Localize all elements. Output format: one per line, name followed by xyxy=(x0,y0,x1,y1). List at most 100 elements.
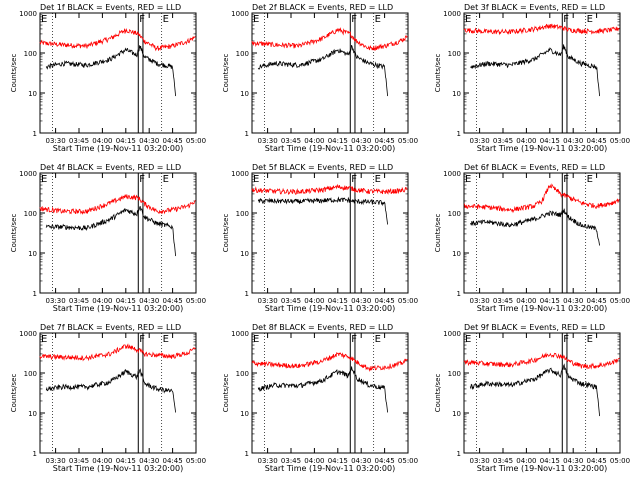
x-axis-label: Start Time (19-Nov-11 03:20:00) xyxy=(477,144,607,153)
x-tick-label: 04:00 xyxy=(304,457,324,465)
panel-det-8: Det 8f BLACK = Events, RED = LLD F E E 1 10 10… xyxy=(222,323,418,473)
y-axis-label: Counts/sec xyxy=(434,374,442,413)
y-tick-label: 10 xyxy=(28,250,37,258)
series-lld-line xyxy=(463,23,620,36)
marker-letter: E xyxy=(375,14,381,25)
y-axis-label: Counts/sec xyxy=(10,214,18,253)
y-tick-label: 100 xyxy=(236,370,249,378)
y-tick-label: 100 xyxy=(24,210,37,218)
x-tick-label: 04:30 xyxy=(351,457,371,465)
x-tick-label: 03:30 xyxy=(258,137,278,145)
y-tick-label: 1 xyxy=(33,290,37,298)
plot-frame xyxy=(463,172,621,294)
marker-letter: F xyxy=(139,334,145,345)
y-tick-label: 100 xyxy=(448,210,461,218)
y-tick-label: 1000 xyxy=(19,170,37,178)
marker-letter: E xyxy=(587,174,593,185)
x-tick-label: 04:15 xyxy=(540,457,560,465)
marker-letter: E xyxy=(253,14,259,25)
marker-letter: F xyxy=(351,14,357,25)
x-tick-label: 03:45 xyxy=(493,457,513,465)
x-tick-label: 04:15 xyxy=(328,457,348,465)
panel-title: Det 7f BLACK = Events, RED = LLD xyxy=(40,323,181,332)
y-tick-label: 100 xyxy=(24,50,37,58)
x-tick-label: 03:45 xyxy=(69,457,89,465)
x-tick-label: 03:30 xyxy=(46,137,66,145)
x-tick-label: 04:00 xyxy=(516,137,536,145)
marker-letter: E xyxy=(465,14,471,25)
panel-title: Det 6f BLACK = Events, RED = LLD xyxy=(464,163,605,172)
x-tick-label: 03:45 xyxy=(281,297,301,305)
x-tick-label: 04:00 xyxy=(516,297,536,305)
y-tick-label: 1 xyxy=(33,130,37,138)
marker-letter: E xyxy=(41,14,47,25)
panel-det-5: Det 5f BLACK = Events, RED = LLD F E E 1 10 10… xyxy=(222,163,418,313)
y-tick-label: 1000 xyxy=(443,330,461,338)
x-tick-label: 04:30 xyxy=(351,297,371,305)
x-axis-label: Start Time (19-Nov-11 03:20:00) xyxy=(265,304,395,313)
marker-letter: E xyxy=(587,14,593,25)
panel-title: Det 3f BLACK = Events, RED = LLD xyxy=(464,3,605,12)
x-tick-label: 04:00 xyxy=(92,297,112,305)
y-tick-label: 1 xyxy=(245,130,249,138)
plot-frame xyxy=(39,12,197,134)
series-events-line xyxy=(257,196,388,225)
series-events-line xyxy=(45,206,176,257)
panel-det-6: Det 6f BLACK = Events, RED = LLD F E E 1 10 10… xyxy=(434,163,630,313)
x-tick-label: 04:30 xyxy=(351,137,371,145)
y-axis-label: Counts/sec xyxy=(10,374,18,413)
x-axis-label: Start Time (19-Nov-11 03:20:00) xyxy=(53,144,183,153)
x-tick-label: 04:15 xyxy=(540,137,560,145)
panel-det-3: Det 3f BLACK = Events, RED = LLD F E E 1 10 10… xyxy=(434,3,630,153)
x-tick-label: 05:00 xyxy=(186,297,206,305)
y-tick-label: 1000 xyxy=(443,170,461,178)
x-tick-label: 05:00 xyxy=(398,457,418,465)
series-events-line xyxy=(257,366,388,413)
marker-letter: E xyxy=(375,174,381,185)
y-tick-label: 100 xyxy=(448,370,461,378)
y-tick-label: 1000 xyxy=(19,330,37,338)
plot-frame xyxy=(39,332,197,454)
y-axis-label: Counts/sec xyxy=(434,54,442,93)
x-tick-label: 04:45 xyxy=(375,137,395,145)
plot-frame xyxy=(463,332,621,454)
panel-title: Det 8f BLACK = Events, RED = LLD xyxy=(252,323,393,332)
marker-letter: E xyxy=(465,174,471,185)
y-tick-label: 10 xyxy=(240,250,249,258)
x-tick-label: 04:00 xyxy=(304,137,324,145)
marker-letter: E xyxy=(41,334,47,345)
plot-frame xyxy=(251,172,409,294)
x-tick-label: 03:45 xyxy=(281,137,301,145)
marker-letter: F xyxy=(351,334,357,345)
x-tick-label: 03:45 xyxy=(493,137,513,145)
y-tick-label: 10 xyxy=(452,90,461,98)
marker-letter: E xyxy=(163,334,169,345)
series-events-line xyxy=(45,45,176,97)
panel-title: Det 2f BLACK = Events, RED = LLD xyxy=(252,3,393,12)
panel-title: Det 9f BLACK = Events, RED = LLD xyxy=(464,323,605,332)
plot-frame xyxy=(39,172,197,294)
x-tick-label: 05:00 xyxy=(398,297,418,305)
series-events-line xyxy=(470,44,600,97)
y-tick-label: 100 xyxy=(24,370,37,378)
x-tick-label: 04:30 xyxy=(139,457,159,465)
x-tick-label: 04:45 xyxy=(587,457,607,465)
marker-letter: F xyxy=(563,14,569,25)
y-tick-label: 1 xyxy=(457,290,461,298)
y-tick-label: 10 xyxy=(28,90,37,98)
y-tick-label: 1000 xyxy=(231,10,249,18)
y-tick-label: 1 xyxy=(457,450,461,458)
x-tick-label: 04:45 xyxy=(375,457,395,465)
x-tick-label: 03:30 xyxy=(46,457,66,465)
series-lld-line xyxy=(39,343,196,362)
x-tick-label: 05:00 xyxy=(610,297,630,305)
x-tick-label: 04:30 xyxy=(563,457,583,465)
x-tick-label: 03:45 xyxy=(493,297,513,305)
x-tick-label: 04:30 xyxy=(563,297,583,305)
panel-title: Det 1f BLACK = Events, RED = LLD xyxy=(40,3,181,12)
series-lld-line xyxy=(251,183,408,195)
marker-letter: E xyxy=(163,174,169,185)
series-events-line xyxy=(469,363,600,417)
marker-letter: E xyxy=(163,14,169,25)
x-tick-label: 04:45 xyxy=(163,137,183,145)
